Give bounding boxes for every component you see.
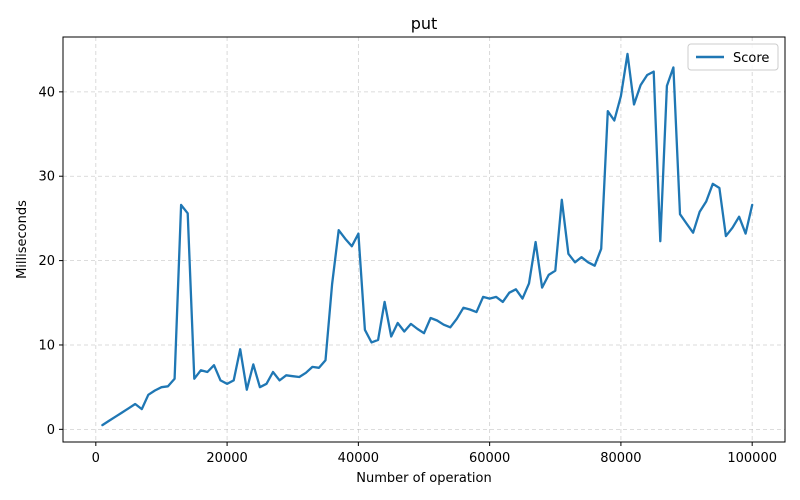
y-tick-label: 10: [38, 338, 55, 353]
x-tick-label: 60000: [469, 451, 510, 466]
x-tick-label: 40000: [338, 451, 379, 466]
plot-frame: [62, 36, 786, 443]
legend: Score: [687, 43, 779, 71]
y-tick-label: 40: [38, 85, 55, 100]
x-tick-label: 0: [92, 451, 100, 466]
chart-title: put: [411, 14, 438, 33]
x-tick-label: 80000: [600, 451, 641, 466]
x-tick-label: 100000: [727, 451, 777, 466]
y-tick-label: 20: [38, 254, 55, 269]
grid: [63, 37, 785, 442]
legend-box: [687, 43, 779, 71]
series-line-score: [101, 52, 754, 427]
y-tick-label: 30: [38, 170, 55, 185]
series-layer: [101, 52, 754, 427]
y-axis-ticks: 0 10 20 30 40: [38, 85, 63, 438]
y-axis-label: Milliseconds: [15, 200, 30, 279]
x-tick-label: 20000: [206, 451, 247, 466]
x-axis-label: Number of operation: [356, 471, 491, 486]
legend-label: Score: [733, 51, 769, 66]
y-tick-label: 0: [47, 423, 55, 438]
x-axis-ticks: 0 20000 40000 60000 80000 100000: [92, 442, 777, 466]
